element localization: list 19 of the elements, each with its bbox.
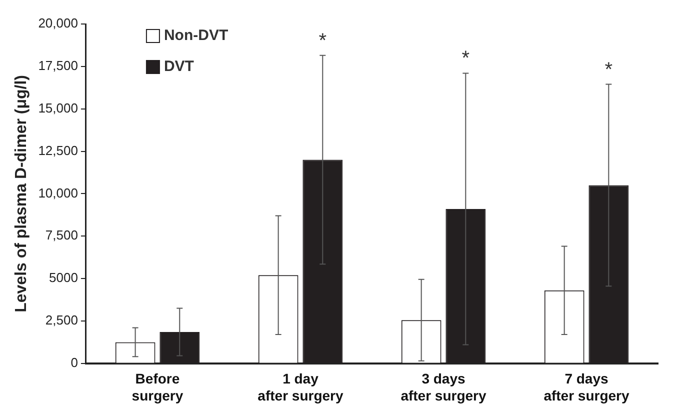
y-tick-label: 7,500 bbox=[45, 228, 78, 243]
annotation: * bbox=[462, 48, 470, 70]
y-tick-label: 12,500 bbox=[38, 142, 78, 158]
y-axis-title: Levels of plasma D-dimer (μg/l) bbox=[13, 74, 30, 312]
y-tick-label: 20,000 bbox=[38, 16, 78, 31]
x-tick-label: 7 days after surgery bbox=[544, 370, 630, 404]
y-tick-label: 2,500 bbox=[45, 312, 78, 328]
legend-label: DVT bbox=[164, 58, 194, 76]
x-tick-label: Before surgery bbox=[132, 370, 184, 404]
x-tick-label: 3 days after surgery bbox=[400, 370, 486, 404]
y-tick-label: 10,000 bbox=[38, 185, 78, 200]
y-tick-label: 17,500 bbox=[38, 58, 78, 74]
annotation: * bbox=[604, 58, 613, 81]
y-tick-label: 0 bbox=[70, 354, 78, 370]
annotation: * bbox=[318, 30, 327, 52]
y-tick-label: 15,000 bbox=[38, 100, 78, 116]
y-tick-label: 5000 bbox=[49, 270, 78, 286]
x-tick-label: 1 day after surgery bbox=[258, 370, 344, 404]
legend-label: Non-DVT bbox=[164, 27, 228, 44]
